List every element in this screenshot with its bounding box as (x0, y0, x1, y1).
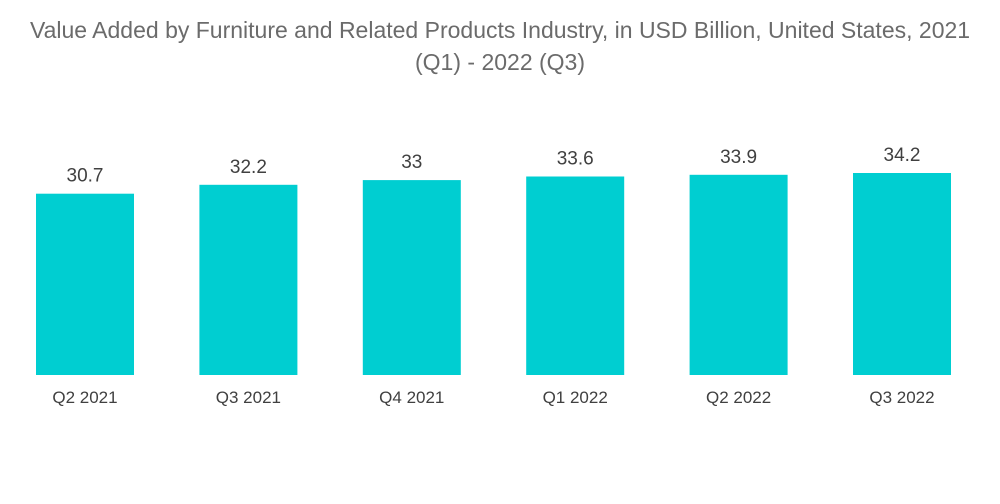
bar-q3-2022 (853, 173, 951, 375)
x-tick-label: Q3 2022 (869, 388, 934, 407)
x-tick-label: Q2 2021 (52, 388, 117, 407)
value-label: 32.2 (230, 157, 267, 178)
x-tick-label: Q3 2021 (216, 388, 281, 407)
value-label: 34.2 (884, 145, 921, 166)
bar-q2-2021 (36, 193, 134, 375)
value-label: 33.9 (720, 147, 757, 168)
bars-layer (36, 173, 951, 375)
x-tick-label: Q2 2022 (706, 388, 771, 407)
chart-title-line-1: Value Added by Furniture and Related Pro… (29, 17, 971, 43)
x-tick-label: Q4 2021 (379, 388, 444, 407)
chart-title: Value Added by Furniture and Related Pro… (0, 14, 1000, 78)
bar-q3-2021 (199, 184, 298, 375)
value-label: 30.7 (67, 166, 104, 187)
value-label: 33.6 (557, 149, 594, 170)
bar-q1-2022 (526, 176, 625, 375)
value-label: 33 (401, 152, 422, 173)
x-tick-labels-layer: Q2 2021 Q3 2021 Q4 2021 Q1 2022 Q2 2022 Q3 20… (52, 388, 934, 407)
x-tick-label: Q1 2022 (543, 388, 608, 407)
bar-q2-2022 (689, 174, 788, 375)
bar-q4-2021 (362, 180, 461, 375)
chart-title-line-2: (Q1) - 2022 (Q3) (415, 49, 585, 75)
value-labels-layer: 30.7 32.2 33 33.6 33.9 34.2 (67, 145, 921, 187)
